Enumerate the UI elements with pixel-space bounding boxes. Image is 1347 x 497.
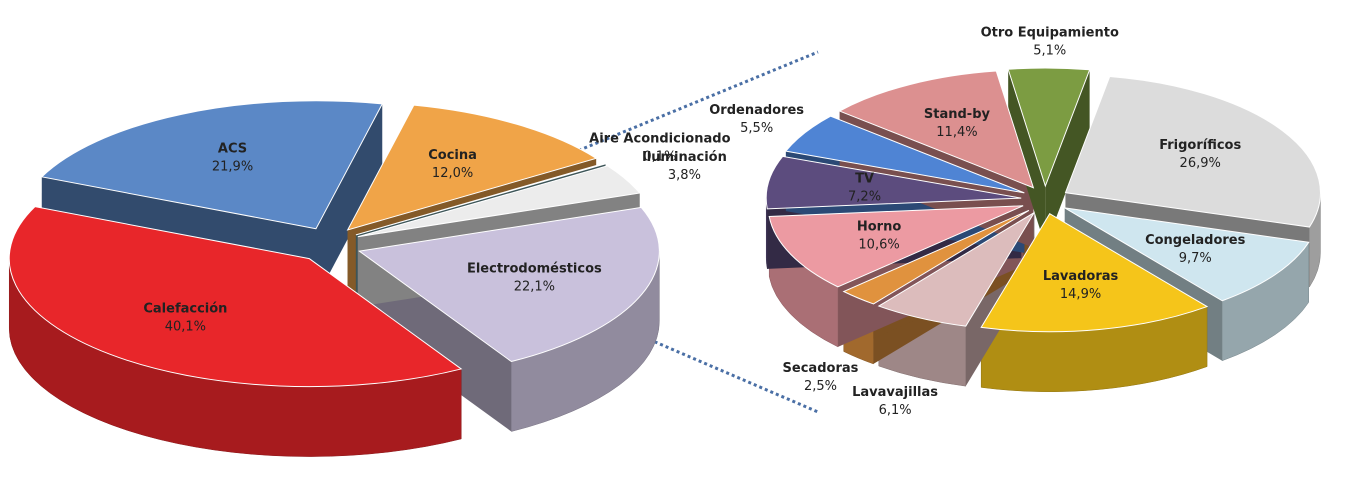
pie-labels: Frigoríficos 26,9% Congeladores 9,7% Lavador… — [709, 26, 1245, 418]
slice-label: Horno — [857, 219, 901, 234]
slice — [838, 70, 1035, 189]
slice-label: Electrodomésticos — [467, 262, 602, 277]
slice — [8, 206, 463, 388]
slice-wall — [1045, 69, 1090, 247]
slice — [358, 206, 660, 363]
slice — [877, 212, 1035, 327]
slice-wall — [1008, 69, 1046, 247]
slice — [355, 162, 607, 236]
slice — [40, 100, 384, 230]
slice-value-label: 40,1% — [165, 319, 206, 334]
slice-value-label: 2,5% — [804, 379, 837, 394]
slice-label: Ordenadores — [709, 103, 804, 118]
slice-value-label: 7,2% — [848, 190, 881, 205]
pie-tops — [765, 67, 1321, 333]
pie-tops — [8, 100, 660, 388]
slice — [1064, 207, 1310, 302]
slice-label: Secadoras — [783, 361, 859, 376]
slice — [1064, 75, 1321, 228]
slice — [765, 155, 1022, 210]
slice-label: ACS — [218, 141, 247, 156]
slice-label: Aire Acondicionado — [589, 131, 730, 146]
slice-value-label: 11,4% — [936, 125, 977, 140]
slice-value-label: 6,1% — [879, 403, 912, 418]
slice — [1007, 67, 1091, 188]
slice-value-label: 9,7% — [1179, 251, 1212, 266]
slice-wall — [316, 103, 383, 299]
slice-label: Calefacción — [143, 301, 227, 316]
pie-labels: Electrodomésticos 22,1% Calefacción 40,1% AC… — [143, 131, 730, 334]
slice-value-label: 0,1% — [643, 149, 676, 164]
slice-label: Otro Equipamiento — [981, 26, 1119, 41]
slice-value-label: 10,6% — [858, 237, 899, 252]
slice-value-label: 22,1% — [514, 280, 555, 295]
slice — [357, 165, 641, 238]
slice-value-label: 5,1% — [1033, 44, 1066, 59]
slice-value-label: 12,0% — [432, 166, 473, 181]
slice — [842, 209, 1030, 305]
connector-line — [389, 50, 819, 230]
slice-label: Lavavajillas — [852, 385, 938, 400]
slice — [768, 205, 1024, 288]
slice-label: Lavadoras — [1043, 269, 1119, 284]
slice-value-label: 5,5% — [740, 121, 773, 136]
slice-label: Iluminación — [642, 150, 727, 165]
slice — [980, 213, 1209, 333]
slice-label: TV — [855, 172, 874, 187]
slice-label: Congeladores — [1145, 233, 1246, 248]
slice-value-label: 21,9% — [212, 159, 253, 174]
slice-label: Frigoríficos — [1159, 138, 1241, 153]
slice-value-label: 3,8% — [668, 168, 701, 183]
slice-value-label: 26,9% — [1180, 156, 1221, 171]
slice-label: Cocina — [428, 148, 477, 163]
slice-value-label: 14,9% — [1060, 287, 1101, 302]
slice — [784, 115, 1025, 194]
slice — [346, 104, 598, 231]
slice-label: Stand-by — [924, 107, 991, 122]
